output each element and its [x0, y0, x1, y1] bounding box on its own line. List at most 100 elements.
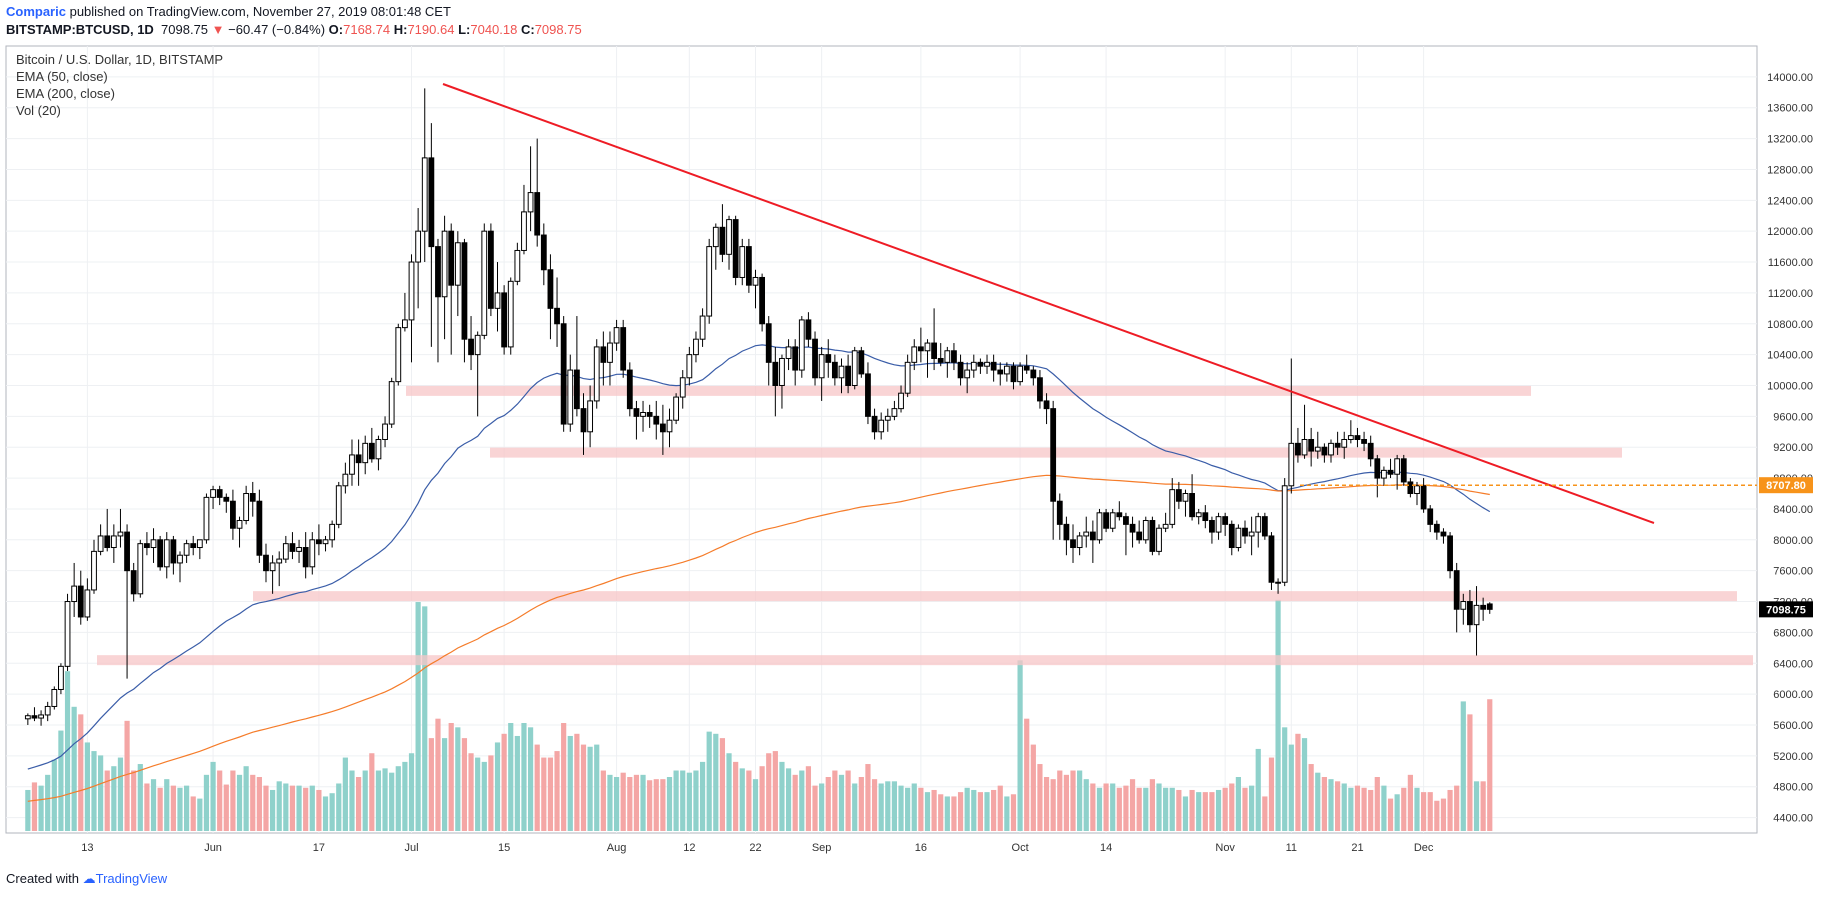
candle-down: [435, 246, 441, 298]
volume-bar: [527, 727, 534, 831]
candle-up: [163, 539, 170, 568]
volume-bar: [561, 723, 567, 831]
candles: [24, 88, 1493, 726]
volume-bar: [389, 772, 395, 831]
candle-up: [527, 192, 534, 213]
candle-down: [355, 454, 362, 464]
candle-up: [1017, 365, 1023, 383]
candle-down: [501, 292, 508, 348]
candle-down: [1030, 369, 1037, 379]
candle-down: [1261, 516, 1268, 537]
author-link[interactable]: Comparic: [6, 4, 66, 19]
volume-bar: [984, 792, 990, 831]
volume-bar: [871, 779, 878, 831]
volume-bar: [918, 787, 924, 831]
volume-bar: [51, 759, 57, 831]
volume-bar: [1394, 794, 1400, 831]
candle-down: [719, 226, 726, 255]
volume-bar: [25, 789, 31, 831]
volume-bar: [594, 744, 600, 831]
volume-bar: [408, 753, 415, 831]
last-price: 7098.75: [161, 22, 209, 37]
candle-down: [289, 543, 296, 552]
candle-up: [243, 493, 250, 522]
volume-bar: [825, 777, 831, 831]
price-axis[interactable]: 4400.00 4800.00 5200.00 5600.00 6000.00 6400.…: [1759, 72, 1813, 825]
candle-up: [567, 369, 574, 425]
volume-bar: [104, 770, 110, 831]
candle-down: [302, 547, 309, 568]
candle-down: [1116, 512, 1123, 518]
last-price-tag: [1759, 601, 1813, 618]
candle-down: [937, 357, 944, 363]
candle-down: [448, 230, 455, 286]
legend-volume[interactable]: Vol (20): [16, 103, 61, 118]
candle-down: [223, 496, 230, 502]
volume-bar: [977, 792, 984, 831]
volume-bar: [514, 735, 520, 831]
candle-down: [1447, 535, 1453, 572]
volume-bar: [38, 785, 44, 831]
candle-up: [884, 415, 891, 421]
ema200-line: [27, 474, 1490, 802]
legend-ema50[interactable]: EMA (50, close): [16, 69, 108, 84]
volume-bar: [362, 770, 368, 831]
candle-up: [818, 354, 825, 379]
candle-up: [276, 558, 283, 564]
candle-up: [1096, 512, 1103, 541]
y-tick-label: 13200.00: [1767, 134, 1813, 146]
volume-bar: [706, 731, 712, 831]
candle-up: [1162, 523, 1169, 529]
volume-bar: [1301, 738, 1308, 831]
volume-bar: [1176, 789, 1182, 831]
volume-bar: [1043, 777, 1050, 831]
candle-up: [1394, 458, 1401, 475]
volume-bar: [1063, 774, 1069, 831]
volume-bar: [627, 777, 633, 831]
volume-bar: [554, 751, 560, 831]
volume-bar: [1110, 783, 1116, 831]
volume-bar: [766, 753, 772, 831]
candle-up: [1347, 435, 1354, 440]
volume-bar: [84, 742, 90, 831]
x-tick-label: Jun: [204, 842, 222, 854]
x-tick-label: 11: [1286, 842, 1297, 854]
tradingview-link[interactable]: TradingView: [95, 871, 168, 886]
candle-up: [587, 400, 594, 433]
volume-bar: [713, 733, 719, 831]
candle-up: [1169, 489, 1176, 525]
volume-bar: [1129, 779, 1136, 831]
y-tick-label: 5200.00: [1773, 751, 1813, 763]
volume-bar: [309, 785, 315, 831]
candle-up: [964, 369, 971, 379]
volume-bar: [177, 787, 183, 831]
volume-bar: [422, 606, 428, 831]
candle-up: [739, 246, 746, 278]
candle-up: [984, 361, 990, 367]
candle-down: [858, 350, 865, 375]
time-axis[interactable]: 13 Jun 17 Jul 15 Aug 12 22 Sep 16 Oct 14 Nov 11 21 Dec: [81, 842, 1434, 854]
volume-bar: [91, 751, 97, 831]
volume-bar: [355, 777, 362, 831]
legend-ema200[interactable]: EMA (200, close): [16, 86, 115, 101]
candle-down: [1149, 520, 1156, 552]
candle-up: [203, 496, 210, 541]
open-label: O:: [328, 22, 344, 37]
volume-bar: [1202, 792, 1208, 831]
candle-down: [534, 192, 541, 236]
candle-up: [415, 230, 422, 263]
candle-down: [957, 361, 964, 379]
volume-bar: [1268, 757, 1275, 831]
volume-bar: [1348, 787, 1354, 831]
candle-up: [110, 535, 117, 549]
candle-down: [1103, 512, 1109, 529]
candle-up: [196, 539, 203, 549]
volume-bar: [210, 761, 216, 831]
volume-bar: [78, 714, 84, 831]
volume-bar: [1374, 777, 1380, 831]
candle-down: [1387, 469, 1394, 475]
volume-bar: [832, 770, 838, 831]
trendline: [442, 83, 1655, 524]
candle-down: [77, 585, 84, 618]
